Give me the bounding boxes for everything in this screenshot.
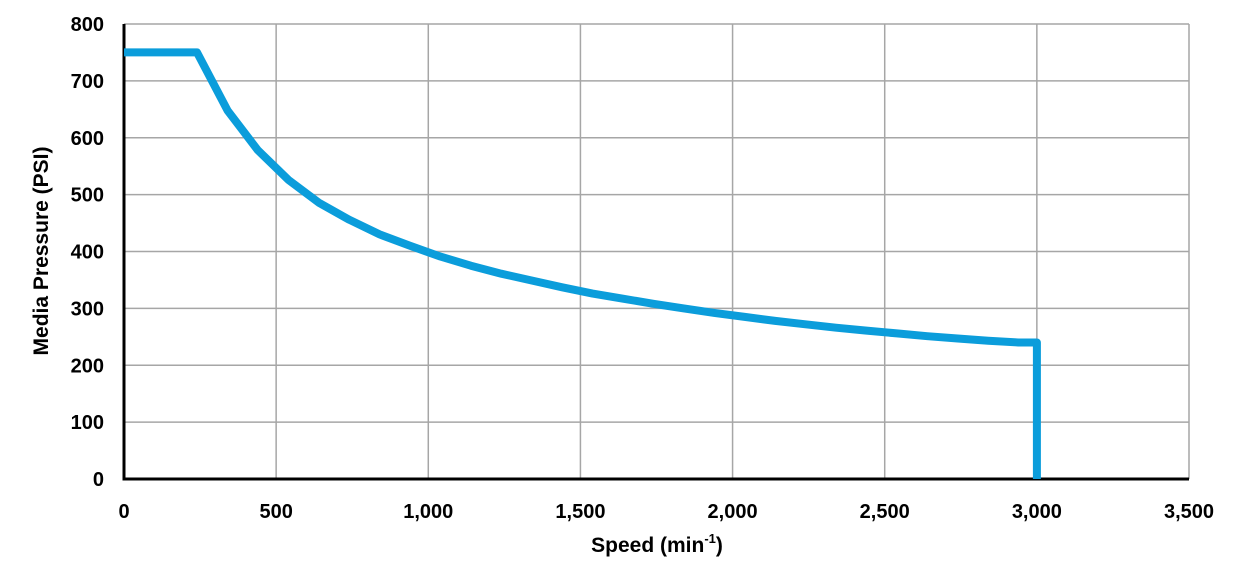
x-tick-label: 1,500 [555, 501, 605, 523]
x-tick-label: 2,500 [860, 501, 910, 523]
x-tick-label: 2,000 [708, 501, 758, 523]
y-axis-title: Media Pressure (PSI) [30, 147, 53, 356]
x-tick-label: 0 [118, 501, 129, 523]
y-tick-label: 800 [71, 14, 104, 36]
y-tick-label: 300 [71, 298, 104, 320]
y-tick-label: 500 [71, 185, 104, 207]
x-axis-title: Speed (min-1) [591, 531, 723, 557]
y-tick-label: 600 [71, 128, 104, 150]
x-tick-labels: 0 500 1,000 1,500 2,000 2,500 3,000 3,500 [118, 501, 1214, 523]
y-tick-label: 200 [71, 355, 104, 377]
y-tick-labels: 0 100 200 300 400 500 600 700 800 [71, 14, 104, 491]
grid [124, 23, 1190, 479]
y-tick-label: 0 [93, 469, 104, 491]
x-tick-label: 3,000 [1012, 501, 1062, 523]
series-group [124, 48, 1041, 479]
y-tick-label: 100 [71, 412, 104, 434]
y-tick-label: 400 [71, 242, 104, 264]
axes [122, 24, 1189, 481]
series-line [124, 48, 1041, 479]
x-tick-label: 1,000 [403, 501, 453, 523]
x-tick-label: 3,500 [1164, 501, 1214, 523]
y-tick-label: 700 [71, 71, 104, 93]
x-tick-label: 500 [259, 501, 292, 523]
